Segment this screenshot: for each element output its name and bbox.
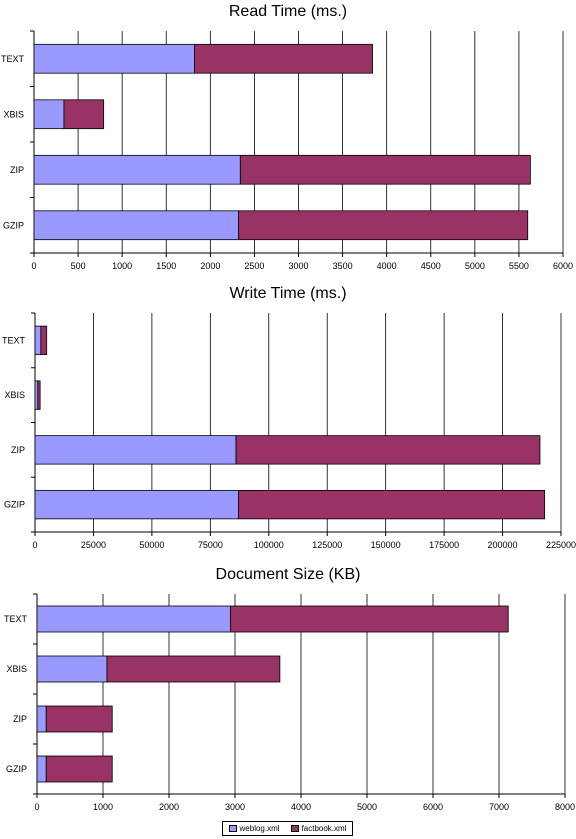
category-label: ZIP bbox=[10, 165, 24, 175]
x-tick-label: 8000 bbox=[555, 802, 575, 812]
x-tick-label: 4000 bbox=[377, 261, 397, 271]
bar-factbook bbox=[63, 99, 105, 130]
x-tick-label: 7000 bbox=[489, 802, 509, 812]
bar-factbook bbox=[106, 655, 281, 683]
x-tick-label: 200000 bbox=[488, 540, 518, 550]
x-tick-label: 6000 bbox=[423, 802, 443, 812]
bar-weblog bbox=[34, 435, 237, 465]
bar-factbook bbox=[235, 435, 541, 465]
x-tick-label: 5500 bbox=[509, 261, 529, 271]
x-tick-label: 0 bbox=[34, 802, 39, 812]
x-tick-label: 3000 bbox=[288, 261, 308, 271]
bar-factbook bbox=[239, 154, 531, 185]
x-tick-label: 225000 bbox=[546, 540, 576, 550]
x-tick-label: 175000 bbox=[429, 540, 459, 550]
bar-factbook bbox=[45, 705, 113, 733]
category-label: TEXT bbox=[4, 614, 28, 624]
category-label: GZIP bbox=[4, 500, 25, 510]
bar-weblog bbox=[34, 380, 39, 410]
legend-label-weblog: weblog.xml bbox=[239, 824, 280, 833]
legend-item-weblog: weblog.xml bbox=[228, 824, 280, 833]
bar-weblog bbox=[33, 210, 239, 241]
x-tick-label: 4000 bbox=[291, 802, 311, 812]
bar-weblog bbox=[36, 705, 47, 733]
chart-title: Read Time (ms.) bbox=[229, 3, 347, 20]
bar-factbook bbox=[45, 755, 113, 783]
x-tick-label: 1500 bbox=[156, 261, 176, 271]
category-label: XBIS bbox=[6, 664, 27, 674]
x-tick-label: 0 bbox=[31, 261, 36, 271]
x-tick-label: 2000 bbox=[159, 802, 179, 812]
legend-swatch-factbook bbox=[290, 825, 299, 832]
bar-weblog bbox=[33, 43, 195, 74]
category-label: ZIP bbox=[11, 445, 25, 455]
bar-weblog bbox=[36, 655, 108, 683]
legend-swatch-weblog bbox=[228, 825, 237, 832]
legend-label-factbook: factbook.xml bbox=[301, 824, 347, 833]
category-label: XBIS bbox=[3, 109, 24, 119]
bar-weblog bbox=[34, 489, 239, 520]
x-tick-label: 5000 bbox=[465, 261, 485, 271]
x-tick-label: 2000 bbox=[200, 261, 220, 271]
x-tick-label: 6000 bbox=[553, 261, 573, 271]
x-tick-label: 1000 bbox=[112, 261, 132, 271]
bar-factbook bbox=[37, 380, 41, 410]
category-label: TEXT bbox=[1, 54, 25, 64]
x-tick-label: 5000 bbox=[357, 802, 377, 812]
bar-weblog bbox=[33, 154, 241, 185]
bar-weblog bbox=[36, 605, 231, 633]
x-tick-label: 75000 bbox=[198, 540, 223, 550]
category-label: TEXT bbox=[2, 335, 26, 345]
category-label: ZIP bbox=[13, 714, 27, 724]
category-label: GZIP bbox=[6, 764, 27, 774]
x-tick-label: 500 bbox=[71, 261, 86, 271]
x-tick-label: 0 bbox=[32, 540, 37, 550]
x-tick-label: 125000 bbox=[312, 540, 342, 550]
bar-factbook bbox=[194, 43, 373, 74]
x-tick-label: 150000 bbox=[371, 540, 401, 550]
x-tick-label: 100000 bbox=[254, 540, 284, 550]
bar-weblog bbox=[33, 99, 65, 130]
x-tick-label: 2500 bbox=[244, 261, 264, 271]
category-label: XBIS bbox=[4, 390, 25, 400]
x-tick-label: 4500 bbox=[421, 261, 441, 271]
x-tick-label: 50000 bbox=[139, 540, 164, 550]
category-label: GZIP bbox=[3, 220, 24, 230]
x-tick-label: 3000 bbox=[225, 802, 245, 812]
chart-title: Write Time (ms.) bbox=[229, 285, 346, 302]
bar-factbook bbox=[237, 489, 546, 520]
x-tick-label: 25000 bbox=[81, 540, 106, 550]
x-tick-label: 3500 bbox=[333, 261, 353, 271]
legend-item-factbook: factbook.xml bbox=[290, 824, 347, 833]
x-tick-label: 1000 bbox=[93, 802, 113, 812]
legend: weblog.xml factbook.xml bbox=[222, 821, 353, 836]
bar-weblog bbox=[36, 755, 47, 783]
bar-factbook bbox=[238, 210, 529, 241]
bar-factbook bbox=[229, 605, 509, 633]
bar-factbook bbox=[40, 325, 48, 356]
chart-title: Document Size (KB) bbox=[216, 566, 361, 583]
bar-weblog bbox=[34, 325, 42, 356]
